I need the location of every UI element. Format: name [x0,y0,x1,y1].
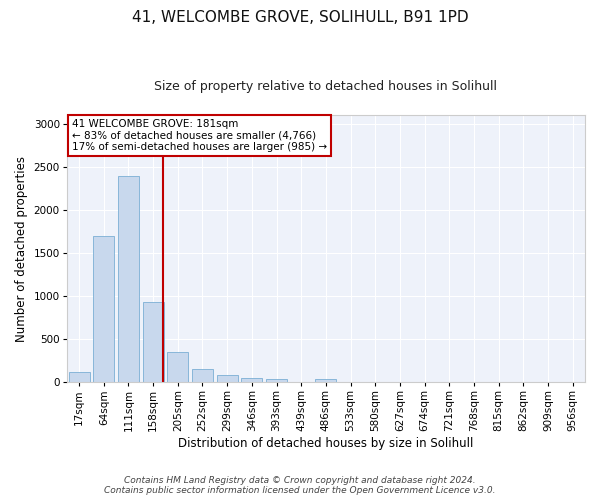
Bar [143,302,164,382]
Text: 41, WELCOMBE GROVE, SOLIHULL, B91 1PD: 41, WELCOMBE GROVE, SOLIHULL, B91 1PD [131,10,469,25]
Bar [241,378,262,382]
Bar [217,376,238,382]
Bar [118,176,139,382]
Text: Contains HM Land Registry data © Crown copyright and database right 2024.
Contai: Contains HM Land Registry data © Crown c… [104,476,496,495]
X-axis label: Distribution of detached houses by size in Solihull: Distribution of detached houses by size … [178,437,473,450]
Bar [167,352,188,382]
Y-axis label: Number of detached properties: Number of detached properties [15,156,28,342]
Text: 41 WELCOMBE GROVE: 181sqm
← 83% of detached houses are smaller (4,766)
17% of se: 41 WELCOMBE GROVE: 181sqm ← 83% of detac… [72,119,327,152]
Bar [266,380,287,382]
Bar [316,380,337,382]
Title: Size of property relative to detached houses in Solihull: Size of property relative to detached ho… [154,80,497,93]
Bar [68,372,89,382]
Bar [192,370,213,382]
Bar [93,236,114,382]
